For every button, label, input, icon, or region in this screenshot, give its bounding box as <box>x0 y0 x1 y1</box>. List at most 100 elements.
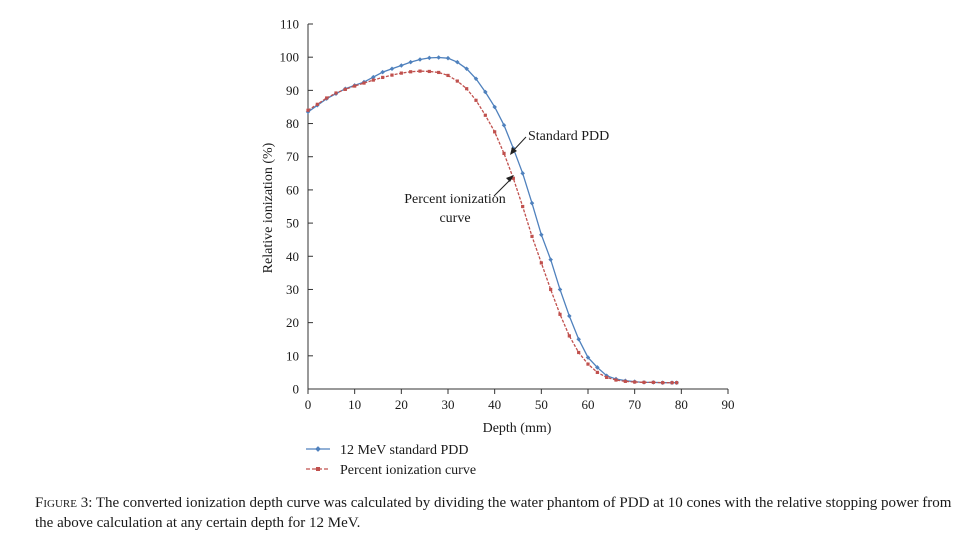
data-point <box>539 232 544 237</box>
data-point <box>389 66 395 72</box>
data-point <box>334 91 338 95</box>
x-tick-label: 50 <box>535 397 548 412</box>
x-tick-label: 60 <box>582 397 595 412</box>
chart-axes: 0 10 20 30 40 50 60 70 80 90 100 110 0 10 20 30 40 50 60 70… <box>280 17 735 413</box>
data-point <box>343 87 347 91</box>
data-point <box>614 378 618 382</box>
data-point <box>483 113 487 117</box>
data-point <box>576 336 581 342</box>
annotation-percent-ionization-line2: curve <box>439 211 470 226</box>
y-tick-label: 70 <box>286 149 299 164</box>
data-point <box>567 313 572 319</box>
y-tick-label: 110 <box>280 17 299 32</box>
x-tick-label: 10 <box>348 397 361 412</box>
chart-legend: 12 MeV standard PDD Percent ionization c… <box>306 443 476 478</box>
y-tick-label: 30 <box>286 282 299 297</box>
data-point <box>595 370 599 375</box>
data-point <box>315 102 319 106</box>
data-point <box>567 334 571 338</box>
data-point <box>492 104 497 110</box>
annotation-percent-ionization-line1: Percent ionization <box>404 192 505 207</box>
data-point <box>521 204 525 209</box>
data-point <box>362 81 366 85</box>
annotation-standard-pdd: Standard PDD <box>528 129 609 144</box>
data-point <box>557 287 563 292</box>
data-point <box>502 151 506 156</box>
data-point <box>464 66 469 72</box>
y-tick-label: 60 <box>286 182 299 197</box>
data-point <box>409 70 413 74</box>
legend-item-standard-pdd: 12 MeV standard PDD <box>306 443 468 458</box>
legend-label-standard-pdd: 12 MeV standard PDD <box>340 443 468 458</box>
data-point <box>493 130 497 134</box>
data-point <box>455 79 459 83</box>
data-point <box>427 69 431 74</box>
y-axis-title: Relative ionization (%) <box>261 142 276 273</box>
figure-caption: Figure 3: The converted ionization depth… <box>35 493 965 533</box>
data-point <box>661 381 665 385</box>
legend-marker-standard-pdd <box>315 446 321 452</box>
series-standard-pdd <box>305 55 679 385</box>
data-point <box>427 55 432 61</box>
x-tick-label: 40 <box>488 397 501 412</box>
data-point <box>577 350 581 355</box>
series-line <box>307 70 677 384</box>
x-tick-label: 70 <box>628 397 641 412</box>
data-point <box>675 381 679 385</box>
data-point <box>381 75 385 80</box>
data-point <box>558 312 562 316</box>
y-tick-label: 40 <box>286 249 299 264</box>
data-point <box>390 73 394 77</box>
x-tick-label: 0 <box>305 397 312 412</box>
data-point <box>605 375 609 379</box>
legend-item-percent-ionization: Percent ionization curve <box>306 463 476 478</box>
y-tick-label: 80 <box>286 116 299 131</box>
x-tick-label: 80 <box>675 397 688 412</box>
data-point <box>549 287 553 292</box>
data-point <box>465 87 469 91</box>
data-point <box>511 176 515 180</box>
data-point <box>408 59 413 65</box>
chart: 0 10 20 30 40 50 60 70 80 90 100 110 0 10 20 30 40 50 60 70… <box>261 17 735 479</box>
data-point <box>417 57 423 62</box>
data-point <box>520 171 525 176</box>
data-point <box>642 380 646 384</box>
data-point <box>529 200 535 206</box>
annotation-standard-pdd-arrowhead <box>510 147 517 155</box>
data-point <box>586 362 590 366</box>
data-point <box>633 380 637 384</box>
data-point <box>399 63 404 68</box>
data-point <box>418 69 422 73</box>
data-point <box>539 261 543 265</box>
data-point <box>325 96 329 100</box>
figure-caption-text: : The converted ionization depth curve w… <box>35 495 952 531</box>
data-point <box>474 98 478 102</box>
y-tick-label: 20 <box>286 315 299 330</box>
x-tick-label: 20 <box>395 397 408 412</box>
series-line <box>307 56 677 384</box>
data-point <box>530 234 534 238</box>
data-point <box>446 73 450 78</box>
data-point <box>548 257 553 262</box>
data-point <box>436 55 441 60</box>
data-point <box>501 122 507 128</box>
data-point <box>585 355 591 360</box>
y-tick-label: 100 <box>280 50 300 65</box>
y-tick-label: 90 <box>286 83 299 98</box>
series-percent-ionization <box>306 69 679 385</box>
data-point <box>353 84 357 88</box>
data-point <box>623 379 627 383</box>
figure-caption-label: Figure 3 <box>35 495 89 511</box>
data-point <box>670 381 674 385</box>
y-tick-label: 0 <box>293 382 300 397</box>
data-point <box>371 78 375 82</box>
legend-label-percent-ionization: Percent ionization curve <box>340 463 476 478</box>
legend-marker-percent-ionization <box>316 467 320 471</box>
data-point <box>380 69 385 75</box>
data-point <box>595 365 600 370</box>
y-tick-label: 10 <box>286 348 299 363</box>
annotation-percent-ionization-arrowhead <box>506 175 514 182</box>
chart-annotations: Standard PDD Percent ionization curve <box>404 129 609 226</box>
data-point <box>399 71 403 75</box>
